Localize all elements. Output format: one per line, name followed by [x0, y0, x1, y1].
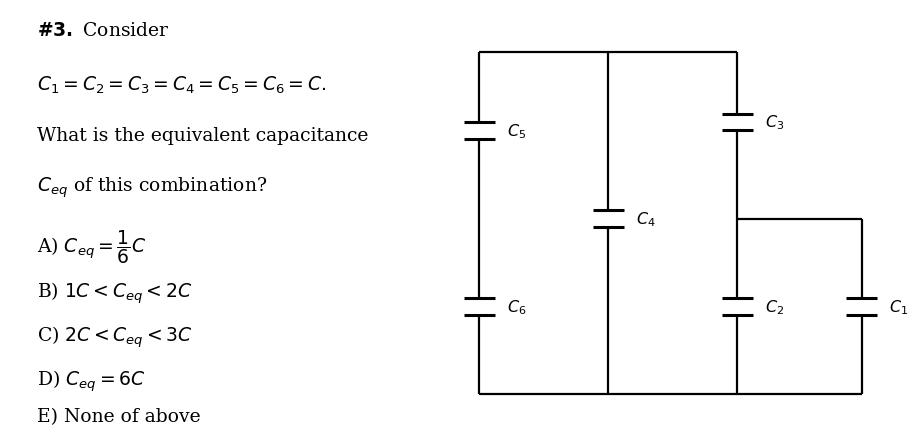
Text: B) $1C < C_{eq} < 2C$: B) $1C < C_{eq} < 2C$ [37, 280, 192, 306]
Text: D) $C_{eq} = 6C$: D) $C_{eq} = 6C$ [37, 368, 145, 393]
Text: A) $C_{eq} = \dfrac{1}{6}C$: A) $C_{eq} = \dfrac{1}{6}C$ [37, 228, 146, 265]
Text: $C_{eq}$ of this combination?: $C_{eq}$ of this combination? [37, 175, 267, 200]
Text: $\mathbf{\#3.}$ Consider: $\mathbf{\#3.}$ Consider [37, 22, 170, 40]
Text: $C_1$: $C_1$ [889, 297, 908, 316]
Text: $C_2$: $C_2$ [765, 297, 784, 316]
Text: C) $2C < C_{eq} < 3C$: C) $2C < C_{eq} < 3C$ [37, 324, 192, 350]
Text: $C_6$: $C_6$ [506, 297, 526, 316]
Text: E) None of above: E) None of above [37, 407, 200, 425]
Text: $C_1 = C_2 = C_3 = C_4 = C_5 = C_6 = C.$: $C_1 = C_2 = C_3 = C_4 = C_5 = C_6 = C.$ [37, 74, 325, 96]
Text: $C_4$: $C_4$ [636, 210, 655, 228]
Text: What is the equivalent capacitance: What is the equivalent capacitance [37, 127, 369, 145]
Text: $C_3$: $C_3$ [765, 113, 784, 132]
Text: $C_5$: $C_5$ [506, 122, 526, 141]
